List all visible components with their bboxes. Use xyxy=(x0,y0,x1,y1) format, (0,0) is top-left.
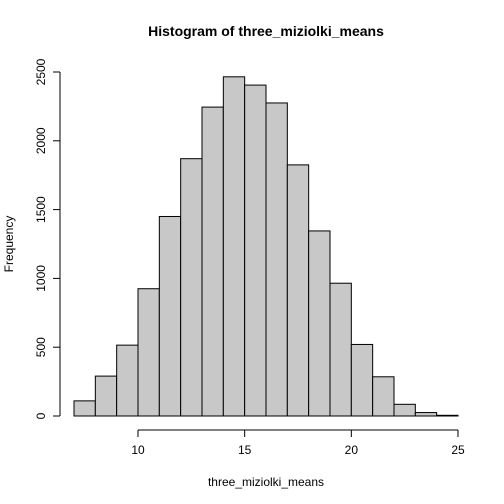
histogram-bar xyxy=(244,84,267,417)
y-axis-label: Frequency xyxy=(2,216,16,273)
x-tick-label: 10 xyxy=(131,443,145,457)
y-axis: 0 500 1000 1500 2000 2500 xyxy=(34,58,61,419)
histogram-bar xyxy=(201,106,224,417)
x-tick-label: 15 xyxy=(238,443,252,457)
histogram-bar xyxy=(308,230,331,417)
histogram-bar xyxy=(436,414,459,417)
histogram-bar xyxy=(265,102,288,417)
histogram-bar xyxy=(94,375,118,417)
x-tick-label: 25 xyxy=(451,443,465,457)
histogram-bar xyxy=(286,164,310,417)
histogram-bar xyxy=(180,158,203,417)
histogram-bar xyxy=(116,344,139,417)
x-axis: 10 15 20 25 xyxy=(131,429,465,457)
y-tick-label: 0 xyxy=(34,412,48,419)
histogram-bar xyxy=(222,76,246,417)
y-tick-label: 500 xyxy=(34,337,48,357)
histogram-bar xyxy=(158,215,182,417)
histogram-bar xyxy=(73,400,96,417)
histogram-bar xyxy=(414,412,438,417)
histogram-bar xyxy=(350,343,374,417)
x-axis-label: three_miziolki_means xyxy=(208,475,324,489)
y-tick-label: 2000 xyxy=(34,127,48,154)
bars-group xyxy=(73,76,459,417)
histogram-bar xyxy=(137,288,160,417)
y-tick-label: 1000 xyxy=(34,265,48,292)
histogram-bar xyxy=(372,376,395,417)
x-tick-label: 20 xyxy=(345,443,359,457)
y-tick-label: 1500 xyxy=(34,196,48,223)
y-tick-label: 2500 xyxy=(34,58,48,85)
histogram-bar xyxy=(329,282,352,417)
histogram-bar xyxy=(393,403,416,417)
chart-title: Histogram of three_miziolki_means xyxy=(148,23,384,39)
